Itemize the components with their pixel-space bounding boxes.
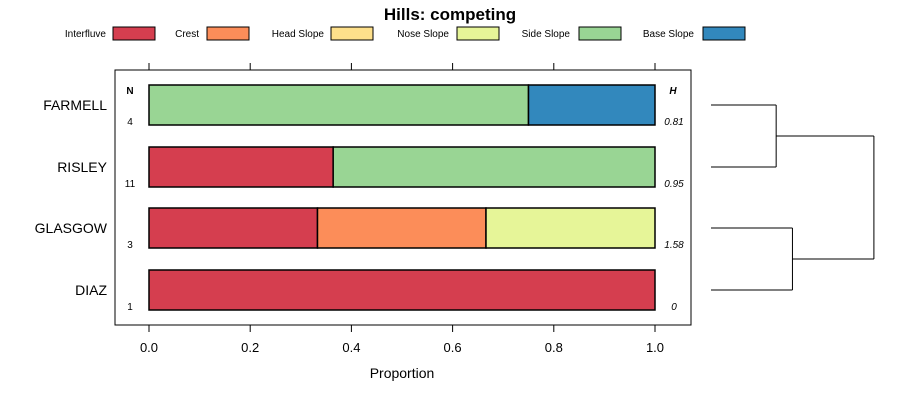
x-tick-label: 0.2 [241, 340, 259, 355]
h-values: 0.81 0.95 1.58 0 [664, 117, 684, 313]
legend-label-interfluve: Interfluve [65, 29, 107, 40]
legend: Interfluve Crest Head Slope Nose Slope Side … [65, 26, 746, 41]
legend-swatch-head-slope [330, 26, 374, 41]
bar-segment-farmell-side-slope [148, 84, 530, 126]
h-value: 0 [671, 302, 677, 313]
legend-label-base-slope: Base Slope [643, 29, 695, 40]
n-value: 11 [125, 179, 136, 190]
dendrogram [711, 104, 875, 291]
y-label-diaz: DIAZ [75, 282, 107, 298]
legend-swatch-side-slope [578, 26, 622, 41]
legend-swatch-nose-slope [456, 26, 500, 41]
bar-segment-risley-side-slope [332, 146, 656, 188]
y-axis-labels: FARMELL RISLEY GLASGOW DIAZ [35, 97, 108, 298]
n-value: 3 [127, 240, 133, 251]
x-axis-bottom: 0.0 0.2 0.4 0.6 0.8 1.0 [140, 325, 664, 355]
x-axis-label: Proportion [370, 365, 435, 381]
chart-title: Hills: competing [384, 5, 516, 24]
n-value: 1 [127, 302, 133, 313]
x-tick-label: 1.0 [646, 340, 664, 355]
h-value: 0.95 [664, 179, 684, 190]
legend-label-nose-slope: Nose Slope [397, 29, 449, 40]
y-label-farmell: FARMELL [43, 97, 107, 113]
bar-segment-glasgow-crest [316, 207, 487, 249]
x-tick-label: 0.8 [545, 340, 563, 355]
plot-frame [114, 69, 692, 326]
bar-segment-glasgow-interfluve [148, 207, 319, 249]
legend-swatch-interfluve [112, 26, 156, 41]
legend-swatch-crest [206, 26, 250, 41]
n-value: 4 [127, 117, 133, 128]
h-header: H [669, 86, 677, 97]
x-tick-label: 0.4 [342, 340, 360, 355]
bar-segment-diaz-interfluve [148, 269, 656, 311]
legend-label-side-slope: Side Slope [522, 29, 571, 40]
x-tick-label: 0.6 [444, 340, 462, 355]
x-axis-top [148, 63, 656, 70]
bar-segment-risley-interfluve [148, 146, 334, 188]
n-header: N [126, 86, 133, 97]
bar-segment-glasgow-nose-slope [485, 207, 656, 249]
legend-swatch-base-slope [702, 26, 746, 41]
x-tick-label: 0.0 [140, 340, 158, 355]
y-label-risley: RISLEY [57, 159, 107, 175]
bar-segment-farmell-base-slope [527, 84, 656, 126]
h-value: 0.81 [664, 117, 683, 128]
y-label-glasgow: GLASGOW [35, 220, 108, 236]
legend-label-head-slope: Head Slope [272, 29, 325, 40]
legend-label-crest: Crest [175, 29, 199, 40]
n-values: 4 11 3 1 [125, 117, 136, 313]
h-value: 1.58 [664, 240, 684, 251]
bars [148, 84, 656, 311]
